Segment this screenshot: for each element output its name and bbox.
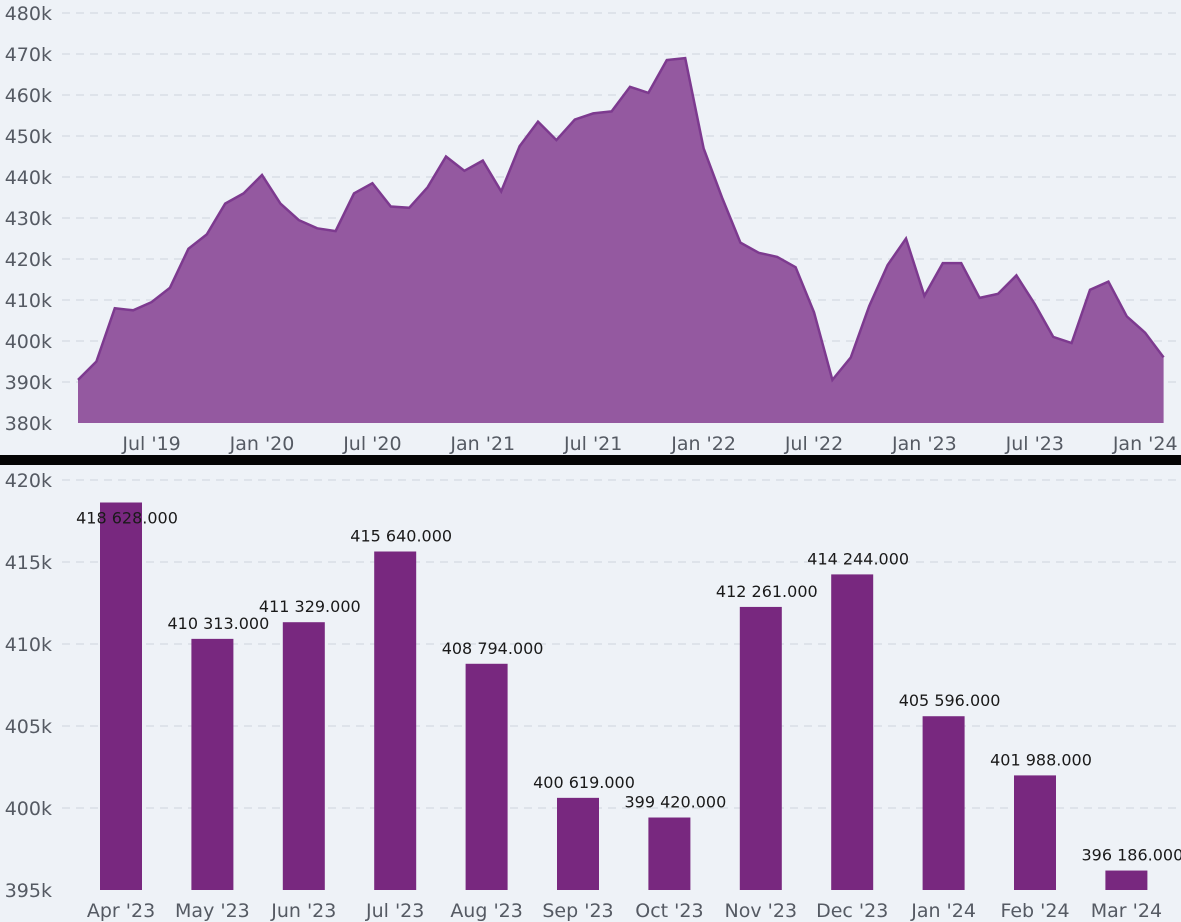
bar-data-label: 396 186.000 xyxy=(1082,846,1181,865)
bar-x-tick-label: Jul '23 xyxy=(365,900,424,922)
bar-x-tick-label: Dec '23 xyxy=(816,900,888,922)
bar-data-label: 418 628.000 xyxy=(76,509,178,528)
bar[interactable] xyxy=(374,551,417,890)
bar[interactable] xyxy=(922,716,965,890)
area-x-tick-label: Jan '24 xyxy=(1112,433,1178,455)
area-x-tick-label: Jul '22 xyxy=(784,433,843,455)
bar-x-tick-label: Jun '23 xyxy=(270,900,336,922)
bar[interactable] xyxy=(100,502,142,890)
area-x-tick-label: Jul '21 xyxy=(563,433,622,455)
bar-x-tick-label: May '23 xyxy=(175,900,250,922)
bar-x-tick-label: Feb '24 xyxy=(1000,900,1069,922)
area-x-tick-label: Jul '20 xyxy=(342,433,401,455)
bar-y-tick-label: 410k xyxy=(5,634,52,656)
bar-x-tick-label: Sep '23 xyxy=(542,900,613,922)
area-y-tick-label: 420k xyxy=(5,249,52,271)
bar[interactable] xyxy=(1014,775,1056,890)
area-x-tick-label: Jul '19 xyxy=(121,433,180,455)
area-y-tick-label: 470k xyxy=(5,44,52,66)
bar[interactable] xyxy=(191,638,234,890)
bar[interactable] xyxy=(648,817,691,890)
bar-data-label: 408 794.000 xyxy=(442,639,544,658)
area-series-fill xyxy=(78,58,1164,423)
bar-x-tick-label: Apr '23 xyxy=(87,900,155,922)
area-y-tick-label: 410k xyxy=(5,290,52,312)
chart-divider xyxy=(0,455,1181,465)
area-y-tick-label: 460k xyxy=(5,85,52,107)
area-x-tick-label: Jan '22 xyxy=(670,433,736,455)
bar-y-tick-label: 400k xyxy=(5,798,52,820)
bar-data-label: 412 261.000 xyxy=(716,582,818,601)
bar-data-label: 401 988.000 xyxy=(990,750,1092,769)
bar-x-tick-label: Mar '24 xyxy=(1091,900,1162,922)
bar-data-label: 410 313.000 xyxy=(168,614,270,633)
bar-x-tick-label: Oct '23 xyxy=(635,900,703,922)
area-y-tick-label: 430k xyxy=(5,208,52,230)
area-x-tick-label: Jul '23 xyxy=(1005,433,1064,455)
bar-data-label: 405 596.000 xyxy=(899,691,1001,710)
bar-data-label: 400 619.000 xyxy=(533,773,635,792)
area-y-tick-label: 390k xyxy=(5,372,52,394)
bar-x-tick-label: Jan '24 xyxy=(910,900,976,922)
bar[interactable] xyxy=(739,606,782,890)
bar-data-label: 415 640.000 xyxy=(350,527,452,546)
bar-data-label: 414 244.000 xyxy=(807,549,909,568)
bar-data-label: 399 420.000 xyxy=(625,793,727,812)
bar-y-tick-label: 395k xyxy=(5,880,52,902)
area-y-tick-label: 380k xyxy=(5,413,52,435)
bar-x-tick-label: Nov '23 xyxy=(725,900,798,922)
area-y-tick-label: 440k xyxy=(5,167,52,189)
bar-y-tick-label: 420k xyxy=(5,470,52,492)
bar-y-tick-label: 405k xyxy=(5,716,52,738)
area-chart: 380k 390k 400k 410k 420k 430k 440k 450k 460k 470k… xyxy=(5,3,1181,455)
area-x-tick-label: Jan '20 xyxy=(229,433,295,455)
bar-chart: 395k 400k 405k 410k 415k 420k 418 628.000 410 … xyxy=(5,470,1181,922)
area-series-line xyxy=(77,56,1165,383)
bar[interactable] xyxy=(465,663,508,890)
bar[interactable] xyxy=(282,622,325,890)
bar[interactable] xyxy=(1105,870,1148,890)
area-y-tick-label: 400k xyxy=(5,331,52,353)
area-x-tick-label: Jan '23 xyxy=(891,433,957,455)
bar[interactable] xyxy=(831,574,874,890)
area-x-tick-label: Jan '21 xyxy=(449,433,515,455)
area-y-tick-label: 450k xyxy=(5,126,52,148)
bar-y-tick-label: 415k xyxy=(5,552,52,574)
bar[interactable] xyxy=(557,797,599,890)
bar-x-tick-label: Aug '23 xyxy=(450,900,523,922)
area-y-tick-label: 480k xyxy=(5,3,52,25)
bar-data-label: 411 329.000 xyxy=(259,597,361,616)
